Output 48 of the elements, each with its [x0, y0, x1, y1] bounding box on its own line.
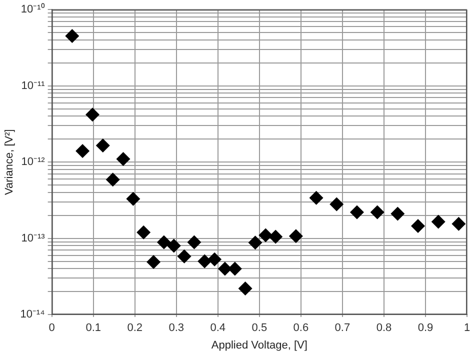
point — [208, 252, 222, 266]
x-tick-label: 0.3 — [168, 322, 184, 334]
point — [238, 281, 252, 296]
point — [116, 152, 130, 166]
point — [452, 216, 466, 231]
x-tick-label: 0.6 — [293, 322, 309, 334]
point — [248, 236, 262, 250]
point — [146, 254, 161, 269]
point — [166, 238, 181, 253]
point — [86, 108, 100, 122]
point — [288, 229, 303, 244]
point — [177, 249, 192, 264]
point — [390, 206, 405, 221]
point — [156, 235, 171, 250]
point — [65, 29, 80, 44]
point — [411, 219, 426, 234]
point — [76, 144, 90, 158]
x-tick-label: 0.8 — [376, 322, 392, 334]
point — [330, 197, 344, 212]
point — [187, 235, 202, 250]
x-tick-label: 0.5 — [252, 322, 268, 334]
point — [268, 230, 283, 244]
point — [106, 172, 120, 187]
point — [96, 138, 110, 153]
x-tick-label: 0.2 — [127, 322, 143, 334]
point — [228, 262, 242, 276]
x-tick-label: 0.7 — [334, 322, 350, 334]
x-tick-label: 0.4 — [210, 322, 226, 334]
x-axis-title: Applied Voltage, [V] — [211, 339, 308, 352]
y-tick-label: 10⁻¹¹ — [21, 80, 46, 92]
y-axis-title: Variance, [V²] — [4, 129, 16, 196]
point — [431, 214, 446, 229]
y-tick-label: 10⁻¹³ — [21, 232, 46, 244]
point — [350, 205, 364, 220]
x-tick-label: 0.1 — [86, 322, 101, 334]
x-tick-label: 1 — [464, 322, 470, 334]
point — [136, 225, 151, 240]
x-tick-label: 0.9 — [418, 322, 434, 334]
point — [309, 190, 324, 205]
y-tick-label: 10⁻¹⁴ — [20, 308, 46, 321]
point — [198, 254, 212, 268]
point — [258, 228, 273, 242]
y-tick-label: 10⁻¹² — [21, 156, 46, 168]
point — [126, 192, 140, 206]
y-tick-label: 10⁻¹⁰ — [20, 2, 45, 16]
x-tick-label: 0 — [48, 322, 55, 334]
point — [218, 262, 232, 276]
point — [370, 205, 384, 220]
